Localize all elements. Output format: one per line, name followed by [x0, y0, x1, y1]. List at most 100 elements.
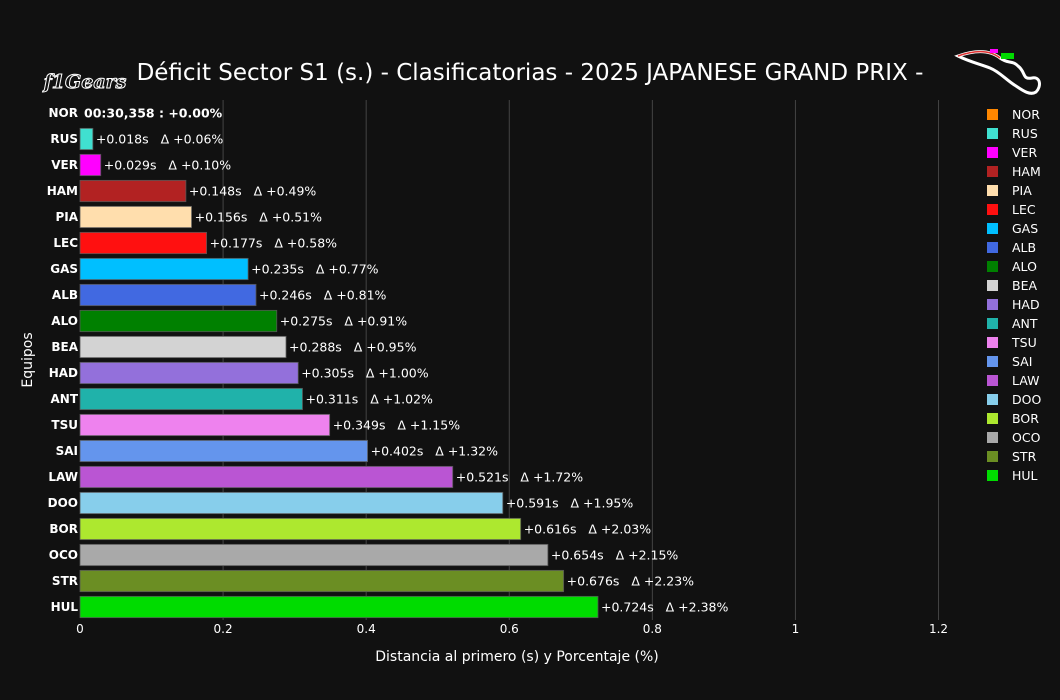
circuit-map-icon: [954, 49, 1041, 95]
data-label: +0.288s Δ +0.95%: [289, 340, 417, 355]
y-tick-label: HUL: [51, 600, 79, 614]
bar-str: [79, 569, 565, 593]
x-tick-label: 0.8: [643, 622, 662, 636]
y-tick-label: VER: [51, 158, 78, 172]
bar-alb: [79, 283, 257, 307]
data-label: +0.521s Δ +1.72%: [456, 470, 584, 485]
legend-swatch: [987, 128, 998, 139]
logo: f1Gears: [41, 71, 127, 94]
legend-item-label: VER: [1012, 145, 1037, 160]
y-tick-label: STR: [52, 574, 78, 588]
bar-alo: [79, 309, 278, 333]
legend-swatch: [987, 109, 998, 120]
legend-item-label: BOR: [1012, 411, 1039, 426]
legend-swatch: [987, 413, 998, 424]
y-tick-label: NOR: [49, 106, 78, 120]
legend-item-label: PIA: [1012, 183, 1032, 198]
legend-swatch: [987, 223, 998, 234]
data-label: +0.654s Δ +2.15%: [551, 548, 679, 563]
legend-item-label: BEA: [1012, 278, 1037, 293]
legend-swatch: [987, 204, 998, 215]
x-tick-label: 0.2: [214, 622, 233, 636]
y-axis-title: Equipos: [20, 332, 36, 387]
legend-swatch: [987, 185, 998, 196]
legend-item-label: GAS: [1012, 221, 1038, 236]
legend-item-label: RUS: [1012, 126, 1038, 141]
data-label: +0.246s Δ +0.81%: [259, 288, 387, 303]
legend-swatch: [987, 432, 998, 443]
y-tick-label: OCO: [49, 548, 78, 562]
bar-ant: [79, 387, 303, 411]
bar-bea: [79, 335, 287, 359]
bars: [79, 127, 599, 619]
x-axis-ticks: 0 0.2 0.4 0.6 0.8 1 1.2: [76, 622, 948, 636]
data-label: +0.029s Δ +0.10%: [104, 158, 232, 173]
legend-item-label: LAW: [1012, 373, 1039, 388]
data-label: +0.676s Δ +2.23%: [567, 574, 695, 589]
data-label: +0.177s Δ +0.58%: [210, 236, 338, 251]
legend-swatch: [987, 394, 998, 405]
data-label: +0.724s Δ +2.38%: [601, 600, 729, 615]
bar-oco: [79, 543, 549, 567]
data-label: +0.156s Δ +0.51%: [195, 210, 323, 225]
x-tick-label: 0.6: [500, 622, 519, 636]
y-tick-label: LAW: [48, 470, 78, 484]
y-tick-label: BOR: [49, 522, 78, 536]
bar-sai: [79, 439, 369, 463]
legend-item-label: SAI: [1012, 354, 1032, 369]
grid-lines: [222, 100, 940, 620]
legend-item-label: NOR: [1012, 107, 1040, 122]
legend-item-label: LEC: [1012, 202, 1036, 217]
legend-swatch: [987, 356, 998, 367]
legend-item-label: HAM: [1012, 164, 1041, 179]
data-label: +0.018s Δ +0.06%: [96, 132, 224, 147]
y-tick-label: LEC: [53, 236, 78, 250]
data-label: +0.148s Δ +0.49%: [189, 184, 317, 199]
legend-swatch: [987, 337, 998, 348]
legend-item-label: HUL: [1012, 468, 1038, 483]
legend-item-label: HAD: [1012, 297, 1040, 312]
y-tick-label: HAD: [49, 366, 78, 380]
bar-had: [79, 361, 299, 385]
legend-swatch: [987, 299, 998, 310]
data-label: +0.311s Δ +1.02%: [306, 392, 434, 407]
bar-tsu: [79, 413, 331, 437]
legend-swatch: [987, 318, 998, 329]
y-tick-label: HAM: [47, 184, 78, 198]
bar-pia: [79, 205, 193, 229]
legend-item-label: STR: [1012, 449, 1037, 464]
data-labels: 00:30,358 : +0.00% +0.018s Δ +0.06% +0.029…: [84, 106, 729, 615]
legend-item-label: TSU: [1011, 335, 1037, 350]
bar-bor: [79, 517, 522, 541]
y-tick-label: TSU: [51, 418, 78, 432]
data-label: +0.402s Δ +1.32%: [371, 444, 499, 459]
x-tick-label: 0.4: [357, 622, 376, 636]
data-label: +0.616s Δ +2.03%: [524, 522, 652, 537]
legend-swatch: [987, 280, 998, 291]
legend-swatch: [987, 242, 998, 253]
bar-gas: [79, 257, 249, 281]
legend-item-label: DOO: [1012, 392, 1041, 407]
legend-swatch: [987, 375, 998, 386]
legend-item-label: OCO: [1012, 430, 1041, 445]
x-axis-title: Distancia al primero (s) y Porcentaje (%…: [375, 649, 658, 665]
legend-swatch: [987, 166, 998, 177]
data-label: 00:30,358 : +0.00%: [84, 106, 223, 121]
legend-item-label: ALO: [1012, 259, 1037, 274]
y-tick-label: PIA: [55, 210, 78, 224]
y-tick-label: ALB: [52, 288, 78, 302]
bar-lec: [79, 231, 208, 255]
data-label: +0.235s Δ +0.77%: [251, 262, 379, 277]
bar-ham: [79, 179, 187, 203]
bar-law: [79, 465, 454, 489]
legend-swatch: [987, 147, 998, 158]
y-tick-label: GAS: [50, 262, 78, 276]
legend-swatch: [987, 451, 998, 462]
data-label: +0.591s Δ +1.95%: [506, 496, 634, 511]
y-tick-label: SAI: [56, 444, 78, 458]
data-label: +0.305s Δ +1.00%: [301, 366, 429, 381]
y-axis-categories: NOR RUS VER HAM PIA LEC GAS ALB ALO BEA HAD ANT TSU S…: [47, 106, 79, 614]
legend-swatch: [987, 261, 998, 272]
bar-ver: [79, 153, 102, 177]
